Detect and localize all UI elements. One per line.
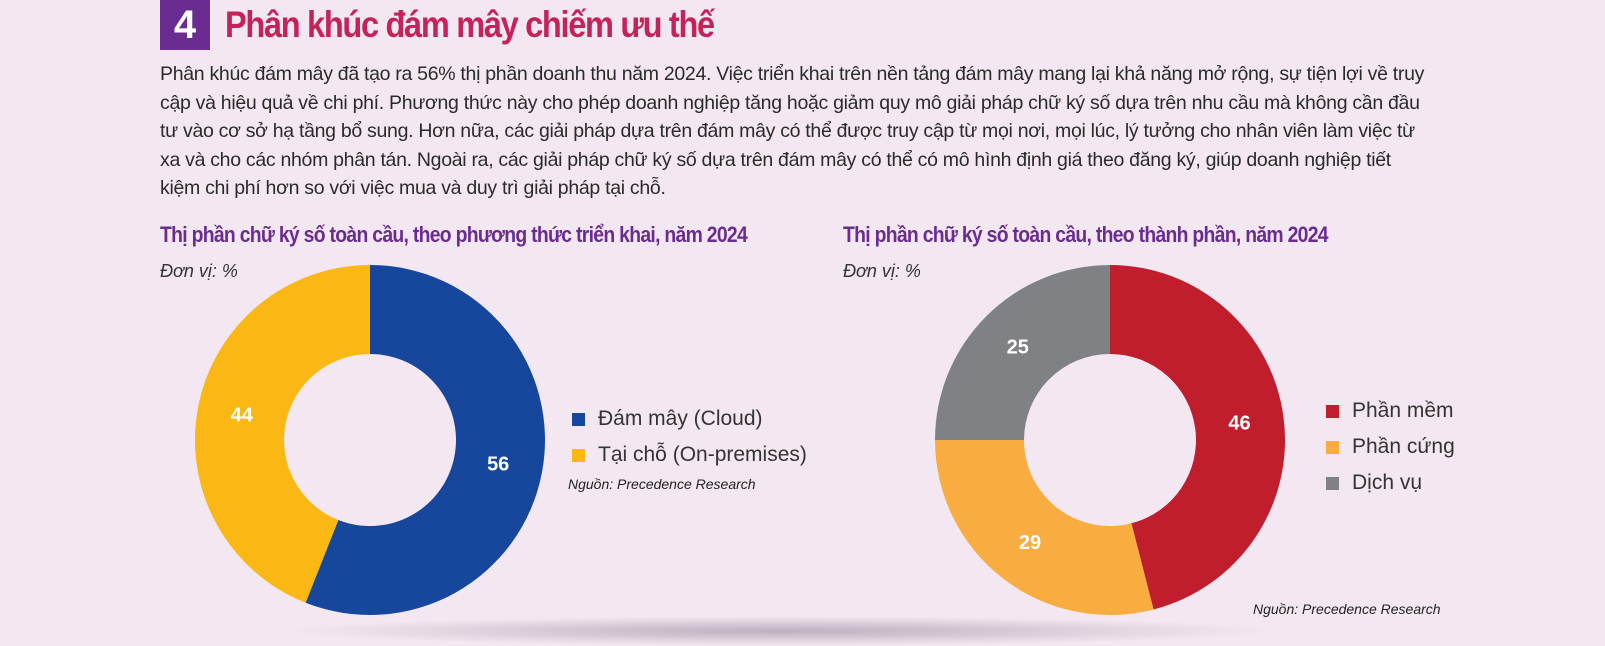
- chart-2-slice-phan-mem: [1110, 265, 1285, 610]
- chart-1-title: Thị phần chữ ký số toàn cầu, theo phương…: [160, 222, 748, 247]
- section-number-badge: 4: [160, 0, 210, 50]
- chart-2-slice-dich-vu: [935, 265, 1110, 440]
- chart-2-legend: Phần mềm Phần cứng Dịch vụ: [1326, 393, 1455, 501]
- legend-swatch: [1326, 476, 1339, 490]
- chart-2-value-label-phan-cung: 29: [1019, 532, 1041, 554]
- legend-label: Đám mây (Cloud): [598, 407, 763, 430]
- chart-2-source: Nguồn: Precedence Research: [1253, 601, 1441, 617]
- chart-2-legend-item-dich-vu: Dịch vụ: [1326, 465, 1455, 501]
- chart-2-donut: 46 29 25: [935, 265, 1285, 615]
- chart-1-slice-dam-may-cloud: [305, 265, 545, 615]
- chart-1-source: Nguồn: Precedence Research: [568, 476, 756, 492]
- chart-2-value-label-phan-mem: 46: [1228, 413, 1250, 435]
- legend-swatch: [1326, 440, 1339, 454]
- legend-label: Dịch vụ: [1352, 471, 1423, 494]
- chart-2-slice-phan-cung: [935, 440, 1154, 615]
- chart-1-slice-tai-cho-on-premises: [195, 265, 370, 603]
- legend-swatch: [1326, 404, 1339, 418]
- chart-1-donut: 56 44: [195, 265, 545, 615]
- chart-2-title: Thị phần chữ ký số toàn cầu, theo thành …: [843, 222, 1329, 247]
- bottom-shadow: [280, 616, 1280, 646]
- section-heading: Phân khúc đám mây chiếm ưu thế: [225, 4, 715, 45]
- chart-1-value-label-dam-may-cloud: 56: [487, 453, 509, 475]
- legend-label: Phần cứng: [1352, 435, 1455, 458]
- chart-2-legend-item-phan-mem: Phần mềm: [1326, 393, 1455, 429]
- legend-swatch: [572, 448, 585, 462]
- legend-label: Phần mềm: [1352, 399, 1454, 422]
- chart-1-value-label-tai-cho-on-premises: 44: [231, 405, 254, 427]
- legend-swatch: [572, 412, 585, 426]
- chart-2-unit: Đơn vị: %: [843, 261, 921, 281]
- chart-1-legend-item-dam-may-cloud: Đám mây (Cloud): [572, 401, 807, 437]
- chart-1-unit: Đơn vị: %: [160, 261, 238, 281]
- chart-1-legend: Đám mây (Cloud) Tại chỗ (On-premises): [572, 401, 807, 473]
- chart-2-value-label-dich-vu: 25: [1007, 337, 1029, 359]
- chart-2-legend-item-phan-cung: Phần cứng: [1326, 429, 1455, 465]
- intro-paragraph: Phân khúc đám mây đã tạo ra 56% thị phần…: [160, 63, 1425, 200]
- legend-label: Tại chỗ (On-premises): [598, 443, 807, 466]
- chart-1-legend-item-tai-cho-on-premises: Tại chỗ (On-premises): [572, 437, 807, 473]
